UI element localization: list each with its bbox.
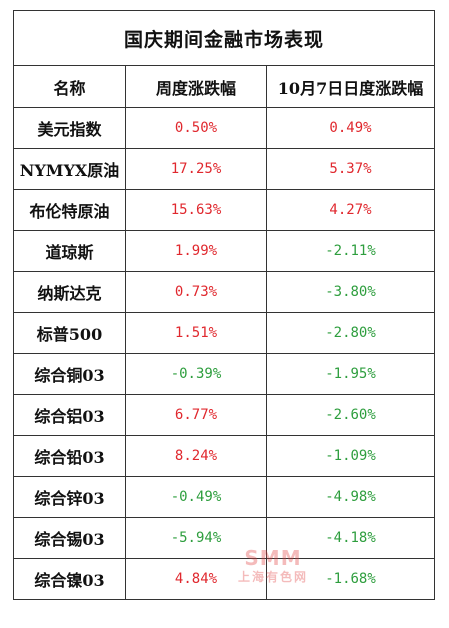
table-row: NYMYX原油 17.25% 5.37%: [13, 148, 436, 190]
row-daily-change: 5.37%: [265, 148, 436, 190]
row-daily-change: -2.11%: [265, 230, 436, 272]
row-daily-change: -4.98%: [265, 476, 436, 518]
header-weekly: 周度涨跌幅: [125, 65, 267, 108]
table-body: 美元指数 0.50% 0.49% NYMYX原油 17.25% 5.37% 布伦特原油 15.…: [13, 107, 436, 600]
row-name: 综合铜03: [13, 353, 126, 395]
market-performance-table: 国庆期间金融市场表现 名称 周度涨跌幅 10月7日日度涨跌幅 美元指数 0.50%…: [12, 10, 436, 600]
row-name: 布伦特原油: [13, 189, 126, 231]
row-daily-change: -1.09%: [265, 435, 436, 477]
row-name: 综合铅03: [13, 435, 126, 477]
table-row: 标普500 1.51% -2.80%: [13, 312, 436, 354]
row-name: 美元指数: [13, 107, 126, 149]
row-daily-change: -4.18%: [265, 517, 436, 559]
table-row: 道琼斯 1.99% -2.11%: [13, 230, 436, 272]
table-container: 国庆期间金融市场表现 名称 周度涨跌幅 10月7日日度涨跌幅 美元指数 0.50%…: [12, 10, 436, 600]
table-row: 综合锌03 -0.49% -4.98%: [13, 476, 436, 518]
row-name: 综合锡03: [13, 517, 126, 559]
row-name: 综合锌03: [13, 476, 126, 518]
table-row: 美元指数 0.50% 0.49%: [13, 107, 436, 149]
row-weekly-change: -5.94%: [125, 517, 267, 559]
title-row: 国庆期间金融市场表现: [12, 10, 436, 66]
row-daily-change: -3.80%: [265, 271, 436, 313]
table-row: 综合铅03 8.24% -1.09%: [13, 435, 436, 477]
row-name: 标普500: [13, 312, 126, 354]
table-row: 综合锡03 -5.94% -4.18%: [13, 517, 436, 559]
header-name: 名称: [13, 65, 126, 108]
row-weekly-change: 15.63%: [125, 189, 267, 231]
row-name: 综合镍03: [13, 558, 126, 600]
row-weekly-change: 0.73%: [125, 271, 267, 313]
table-row: 纳斯达克 0.73% -3.80%: [13, 271, 436, 313]
row-weekly-change: -0.49%: [125, 476, 267, 518]
table-row: 综合铝03 6.77% -2.60%: [13, 394, 436, 436]
row-weekly-change: 1.99%: [125, 230, 267, 272]
row-weekly-change: -0.39%: [125, 353, 267, 395]
row-weekly-change: 17.25%: [125, 148, 267, 190]
row-daily-change: -2.60%: [265, 394, 436, 436]
row-weekly-change: 4.84%: [125, 558, 267, 600]
row-name: 纳斯达克: [13, 271, 126, 313]
row-name: 综合铝03: [13, 394, 126, 436]
row-daily-change: 4.27%: [265, 189, 436, 231]
header-daily: 10月7日日度涨跌幅: [265, 65, 436, 108]
header-row: 名称 周度涨跌幅 10月7日日度涨跌幅: [13, 65, 436, 108]
row-daily-change: -1.95%: [265, 353, 436, 395]
table-title: 国庆期间金融市场表现: [12, 10, 436, 66]
row-weekly-change: 1.51%: [125, 312, 267, 354]
table-row: 综合镍03 4.84% -1.68%: [13, 558, 436, 600]
row-daily-change: -1.68%: [265, 558, 436, 600]
row-daily-change: -2.80%: [265, 312, 436, 354]
table-row: 布伦特原油 15.63% 4.27%: [13, 189, 436, 231]
row-weekly-change: 8.24%: [125, 435, 267, 477]
row-daily-change: 0.49%: [265, 107, 436, 149]
row-weekly-change: 6.77%: [125, 394, 267, 436]
row-weekly-change: 0.50%: [125, 107, 267, 149]
row-name: 道琼斯: [13, 230, 126, 272]
row-name: NYMYX原油: [13, 148, 126, 190]
table-row: 综合铜03 -0.39% -1.95%: [13, 353, 436, 395]
